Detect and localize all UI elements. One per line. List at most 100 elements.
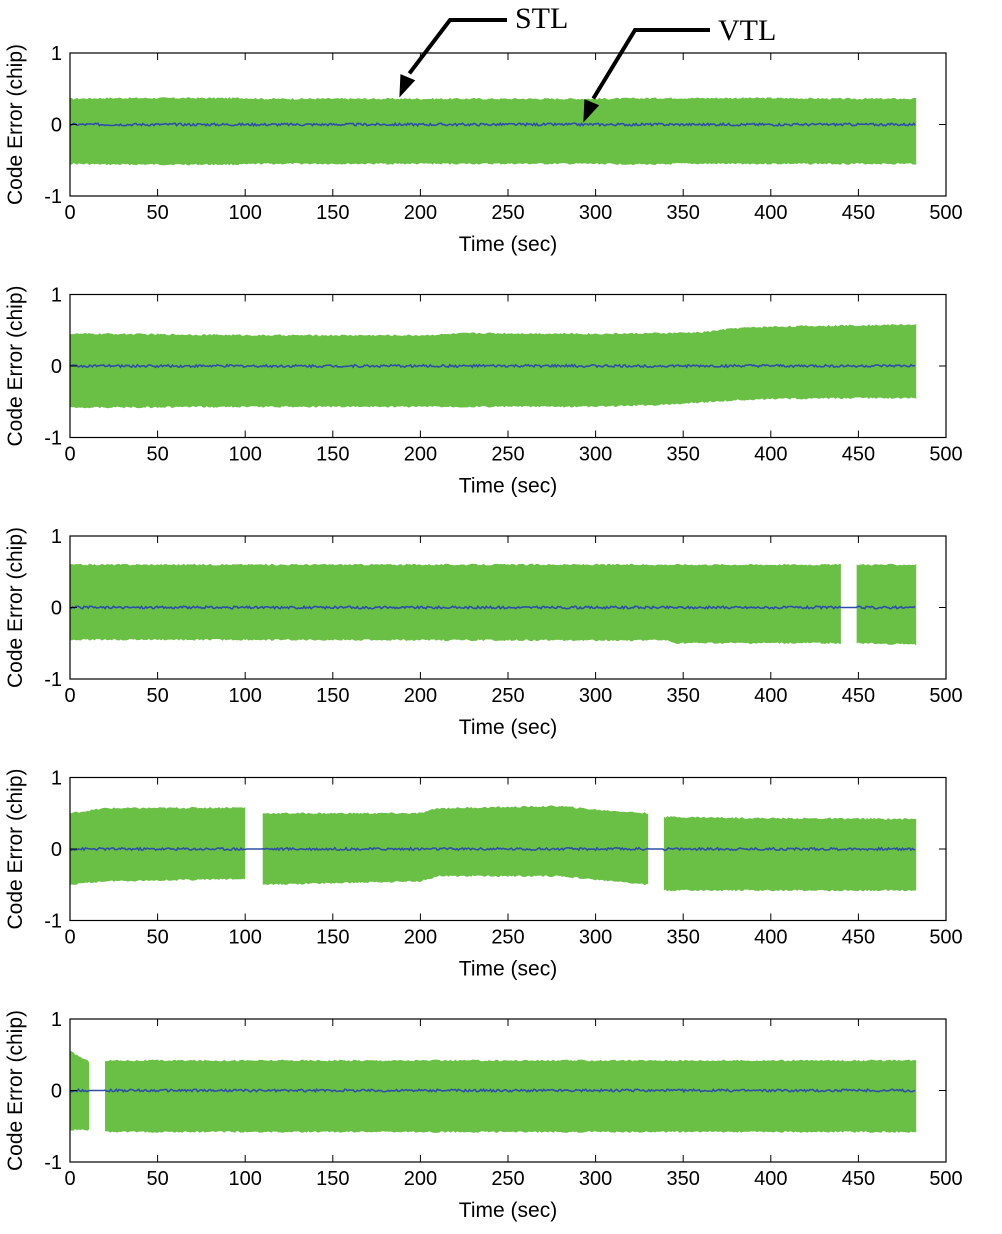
x-tick-label: 50	[146, 1168, 168, 1190]
stl-band-segment-1	[70, 563, 841, 645]
annotation-label-vtl: VTL	[718, 14, 776, 47]
x-tick-label: 100	[229, 685, 262, 707]
x-tick-label: 300	[579, 1168, 612, 1190]
x-tick-label: 100	[229, 444, 262, 466]
stl-band-segment-2	[105, 1059, 917, 1133]
y-tick-label: -1	[44, 1152, 62, 1174]
y-axis-label: Code Error (chip)	[4, 527, 27, 688]
y-tick-label: 0	[51, 356, 62, 378]
x-tick-label: 450	[842, 685, 875, 707]
vtl-line	[69, 363, 916, 369]
x-tick-label: 200	[404, 202, 437, 224]
x-tick-label: 300	[579, 685, 612, 707]
x-tick-label: 100	[229, 202, 262, 224]
x-tick-label: 250	[491, 444, 524, 466]
y-tick-label: -1	[44, 669, 62, 691]
x-tick-label: 300	[579, 927, 612, 949]
stl-band-segment-3	[663, 816, 917, 892]
y-tick-label: 0	[51, 1081, 62, 1103]
x-tick-label: 150	[316, 685, 349, 707]
y-tick-label: 1	[51, 526, 62, 548]
x-tick-label: 150	[316, 202, 349, 224]
x-tick-label: 250	[491, 927, 524, 949]
x-tick-label: 500	[929, 927, 962, 949]
x-tick-label: 350	[667, 202, 700, 224]
stl-band-segment-1	[70, 806, 246, 885]
x-tick-label: 500	[929, 1168, 962, 1190]
y-axis-label: Code Error (chip)	[4, 285, 27, 446]
x-tick-label: 250	[491, 1168, 524, 1190]
x-tick-label: 450	[842, 444, 875, 466]
x-axis-label: Time (sec)	[459, 958, 557, 981]
x-axis-label: Time (sec)	[459, 1199, 557, 1222]
x-tick-label: 500	[929, 202, 962, 224]
vtl-line	[69, 1087, 916, 1094]
y-axis-label: Code Error (chip)	[4, 44, 27, 205]
x-tick-label: 400	[754, 202, 787, 224]
x-tick-label: 0	[64, 444, 75, 466]
x-tick-label: 350	[667, 927, 700, 949]
annotation-leader-vtl	[591, 28, 710, 100]
x-tick-label: 450	[842, 202, 875, 224]
y-tick-label: 1	[51, 1009, 62, 1031]
x-tick-label: 300	[579, 444, 612, 466]
x-tick-label: 50	[146, 927, 168, 949]
annotation-leader-stl	[407, 18, 507, 75]
y-tick-label: -1	[44, 911, 62, 933]
y-tick-label: -1	[44, 428, 62, 450]
x-tick-label: 250	[491, 202, 524, 224]
y-axis-label: Code Error (chip)	[4, 768, 27, 929]
x-tick-label: 200	[404, 685, 437, 707]
x-axis-label: Time (sec)	[459, 716, 557, 739]
x-tick-label: 200	[404, 1168, 437, 1190]
y-axis-label: Code Error (chip)	[4, 1010, 27, 1171]
annotation-arrowhead-vtl	[583, 99, 600, 123]
y-tick-label: 0	[51, 115, 62, 137]
stl-band-segment-2	[856, 563, 917, 646]
x-axis-label: Time (sec)	[459, 233, 557, 256]
y-tick-label: 0	[51, 598, 62, 620]
x-tick-label: 250	[491, 685, 524, 707]
x-tick-label: 200	[404, 927, 437, 949]
vtl-line	[70, 121, 916, 128]
x-tick-label: 150	[316, 444, 349, 466]
x-tick-label: 100	[229, 927, 262, 949]
y-tick-label: 1	[51, 43, 62, 65]
x-tick-label: 450	[842, 927, 875, 949]
x-tick-label: 100	[229, 1168, 262, 1190]
x-tick-label: 450	[842, 1168, 875, 1190]
annotation-arrowhead-stl	[399, 74, 416, 98]
stl-band-segment-1	[70, 97, 917, 166]
stl-band-segment-2	[262, 805, 649, 886]
x-tick-label: 0	[64, 202, 75, 224]
x-tick-label: 0	[64, 1168, 75, 1190]
annotation-label-stl: STL	[515, 2, 568, 35]
x-tick-label: 0	[64, 685, 75, 707]
y-tick-label: 1	[51, 285, 62, 307]
annotations: STL VTL	[399, 2, 776, 123]
x-axis-label: Time (sec)	[459, 475, 557, 498]
x-tick-label: 50	[146, 685, 168, 707]
x-tick-label: 400	[754, 927, 787, 949]
x-tick-label: 150	[316, 927, 349, 949]
y-tick-label: 0	[51, 839, 62, 861]
x-tick-label: 50	[146, 444, 168, 466]
x-tick-label: 350	[667, 1168, 700, 1190]
vtl-line	[69, 604, 916, 611]
x-tick-label: 400	[754, 444, 787, 466]
x-tick-label: 150	[316, 1168, 349, 1190]
x-tick-label: 400	[754, 1168, 787, 1190]
vtl-line	[69, 846, 916, 852]
x-tick-label: 300	[579, 202, 612, 224]
x-tick-label: 400	[754, 685, 787, 707]
x-tick-label: 200	[404, 444, 437, 466]
stl-band-segment-1	[70, 324, 917, 409]
x-tick-label: 50	[146, 202, 168, 224]
y-tick-label: -1	[44, 186, 62, 208]
x-tick-label: 500	[929, 685, 962, 707]
